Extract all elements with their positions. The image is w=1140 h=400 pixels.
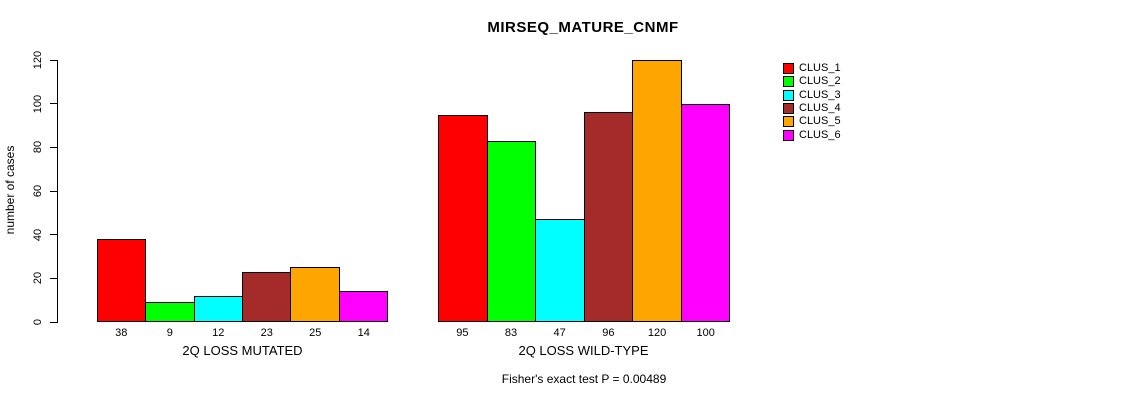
group-label-mutated: 2Q LOSS MUTATED: [182, 343, 303, 358]
bar-group-wildtype: [438, 60, 730, 322]
legend-label: CLUS_5: [799, 115, 841, 128]
legend-label: CLUS_3: [799, 88, 841, 101]
bar-group-mutated: [97, 60, 388, 322]
y-tick-label: 100: [32, 94, 44, 113]
bar: [193, 296, 243, 322]
bar-value-label: 9: [166, 327, 173, 339]
bar-value-label: 12: [212, 327, 225, 339]
legend-swatch-icon: [783, 63, 794, 75]
y-tick-mark: [50, 59, 57, 61]
legend-swatch-icon: [783, 129, 794, 141]
bar-value-label: 120: [647, 327, 667, 339]
y-tick-label: 80: [32, 141, 44, 154]
y-tick-mark: [50, 234, 57, 236]
y-tick-label: 120: [32, 50, 44, 70]
bar: [632, 60, 682, 322]
bar-value-label: 96: [602, 327, 615, 339]
legend-label: CLUS_2: [799, 75, 841, 88]
y-tick-label: 0: [32, 318, 44, 326]
legend-item: CLUS_5: [783, 115, 841, 128]
y-tick-mark: [50, 277, 57, 279]
bar: [486, 141, 536, 322]
y-tick-mark: [50, 146, 57, 148]
bar: [97, 239, 147, 322]
bar: [241, 272, 292, 322]
y-tick-label: 20: [32, 272, 44, 285]
bar-value-label: 47: [553, 327, 566, 339]
chart-title: MIRSEQ_MATURE_CNMF: [487, 19, 679, 36]
bar-value-label: 95: [456, 327, 469, 339]
bar: [145, 302, 195, 322]
bar-value-label: 100: [696, 327, 715, 339]
y-tick-mark: [50, 190, 57, 192]
legend-swatch-icon: [783, 76, 794, 88]
bar: [535, 219, 585, 322]
y-tick-mark: [50, 321, 57, 323]
legend-label: CLUS_6: [799, 128, 841, 141]
bar-value-label: 23: [260, 327, 273, 339]
legend-label: CLUS_4: [799, 102, 841, 115]
y-tick-mark: [50, 103, 57, 105]
legend-item: CLUS_2: [783, 75, 841, 88]
legend-swatch-icon: [783, 116, 794, 128]
bar-value-label: 25: [309, 327, 322, 339]
bar-value-label: 38: [115, 327, 128, 339]
y-tick-label: 60: [32, 184, 44, 198]
bar: [583, 112, 633, 322]
legend-label: CLUS_1: [799, 62, 841, 75]
bar: [290, 267, 340, 322]
bar-labels-mutated: 38 9 12 23 25 14: [97, 327, 388, 340]
group-label-wildtype: 2Q LOSS WILD-TYPE: [518, 343, 649, 358]
y-axis-line: [57, 60, 58, 323]
bar: [338, 291, 388, 322]
bar-value-label: 83: [504, 327, 518, 339]
legend-swatch-icon: [783, 89, 794, 101]
legend-swatch-icon: [783, 103, 794, 115]
bar-labels-wildtype: 95 83 47 96 120 100: [438, 327, 730, 340]
legend: CLUS_1 CLUS_2 CLUS_3 CLUS_4 CLUS_5 CLUS_6: [783, 62, 841, 142]
footer-annotation: Fisher's exact test P = 0.00489: [501, 372, 667, 386]
bar-value-label: 14: [357, 327, 370, 339]
legend-item: CLUS_3: [783, 89, 841, 102]
bar: [438, 115, 488, 322]
bar: [680, 104, 730, 322]
legend-item: CLUS_6: [783, 128, 841, 141]
legend-item: CLUS_1: [783, 62, 841, 75]
y-axis-label: number of cases: [3, 145, 17, 235]
legend-item: CLUS_4: [783, 102, 841, 115]
y-tick-label: 40: [32, 228, 44, 241]
